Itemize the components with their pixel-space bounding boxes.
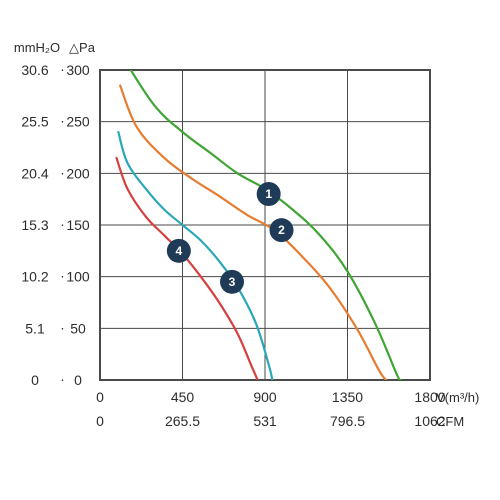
series-marker-1: 1 [257, 182, 281, 206]
x-tick: 1350 [332, 389, 363, 405]
svg-text:1: 1 [265, 187, 272, 201]
x-unit-primary: V(m³/h) [436, 390, 479, 405]
y-tick-right: 0 [74, 372, 82, 388]
svg-text:4: 4 [175, 244, 182, 258]
svg-text:3: 3 [229, 275, 236, 289]
x-tick: 450 [171, 389, 195, 405]
x-tick: 900 [253, 389, 277, 405]
y-tick-left: 0 [31, 372, 39, 388]
svg-text:·: · [60, 216, 65, 232]
series-marker-4: 4 [167, 239, 191, 263]
svg-text:2: 2 [278, 223, 285, 237]
y-unit-left: mmH₂O [14, 40, 60, 55]
y-unit-right: △Pa [69, 40, 96, 55]
fan-curve-chart: 12340·05.1·5010.2·10015.3·15020.4·20025.… [0, 0, 500, 500]
x-tick-secondary: 0 [96, 413, 104, 429]
x-tick-secondary: 531 [253, 413, 277, 429]
y-tick-right: 100 [66, 269, 90, 285]
series-marker-2: 2 [270, 218, 294, 242]
svg-text:·: · [60, 61, 65, 77]
svg-text:·: · [60, 164, 65, 180]
svg-text:·: · [60, 319, 65, 335]
y-tick-right: 250 [66, 114, 90, 130]
x-tick-secondary: 796.5 [330, 413, 365, 429]
y-tick-right: 50 [70, 320, 86, 336]
series-marker-3: 3 [220, 270, 244, 294]
x-tick: 0 [96, 389, 104, 405]
y-tick-left: 25.5 [21, 114, 48, 130]
y-tick-left: 20.4 [21, 165, 48, 181]
y-tick-right: 300 [66, 62, 90, 78]
x-tick-secondary: 265.5 [165, 413, 200, 429]
svg-text:·: · [60, 113, 65, 129]
y-tick-right: 150 [66, 217, 90, 233]
y-tick-left: 30.6 [21, 62, 48, 78]
y-tick-left: 5.1 [25, 320, 45, 336]
svg-text:·: · [60, 371, 65, 387]
y-tick-right: 200 [66, 165, 90, 181]
chart-svg: 12340·05.1·5010.2·10015.3·15020.4·20025.… [0, 0, 500, 500]
x-unit-secondary: CFM [436, 414, 464, 429]
svg-text:·: · [60, 268, 65, 284]
y-tick-left: 15.3 [21, 217, 48, 233]
y-tick-left: 10.2 [21, 269, 48, 285]
